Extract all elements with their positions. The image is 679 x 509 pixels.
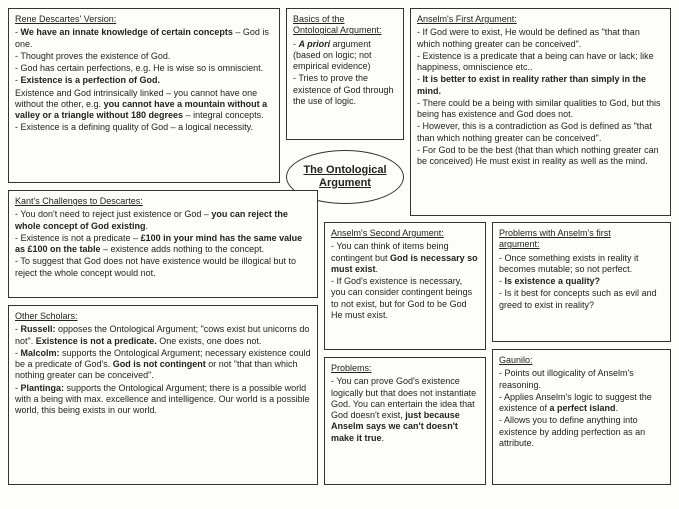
basics-l2: - Tries to prove the existence of God th… (293, 73, 397, 107)
center-title: The OntologicalArgument (303, 164, 386, 190)
anselm1-l3: - It is better to exist in reality rathe… (417, 74, 664, 97)
gaunilo-l2: - Applies Anselm's logic to suggest the … (499, 392, 664, 415)
heading-gaunilo: Gaunilo: (499, 355, 664, 366)
descartes-l3: - God has certain perfections, e.g. He i… (15, 63, 273, 74)
heading-anselm1: Anselm's First Argument: (417, 14, 664, 25)
kant-l1: - You don't need to reject just existenc… (15, 209, 311, 232)
anselm2-l2: - If God's existence is necessary, you c… (331, 276, 479, 321)
heading-anselm2: Anselm's Second Argument: (331, 228, 479, 239)
box-scholars: Other Scholars: - Russell: opposes the O… (8, 305, 318, 485)
problems-l1: - You can prove God's existence logicall… (331, 376, 479, 444)
pa-l3: - Is it best for concepts such as evil a… (499, 288, 664, 311)
box-basics: Basics of theOntological Argument: - A p… (286, 8, 404, 140)
anselm1-l1: - If God were to exist, He would be defi… (417, 27, 664, 50)
box-descartes: Rene Descartes' Version: - We have an in… (8, 8, 280, 183)
heading-basics: Basics of theOntological Argument: (293, 14, 397, 37)
descartes-l1: - We have an innate knowledge of certain… (15, 27, 273, 50)
scholars-l3: - Plantinga: supports the Ontological Ar… (15, 383, 311, 417)
anselm1-l6: - For God to be the best (that than whic… (417, 145, 664, 168)
descartes-l2: - Thought proves the existence of God. (15, 51, 273, 62)
heading-kant: Kant's Challenges to Descartes: (15, 196, 311, 207)
kant-l3: - To suggest that God does not have exis… (15, 256, 311, 279)
box-problems: Problems: - You can prove God's existenc… (324, 357, 486, 485)
heading-problems-anselm: Problems with Anselm's firstargument: (499, 228, 664, 251)
basics-l1: - A priori argument (based on logic; not… (293, 39, 397, 73)
box-problems-anselm: Problems with Anselm's firstargument: - … (492, 222, 671, 342)
descartes-l4: - Existence is a perfection of God. (15, 75, 273, 86)
pa-l2: - Is existence a quality? (499, 276, 664, 287)
scholars-l1: - Russell: opposes the Ontological Argum… (15, 324, 311, 347)
descartes-l5: Existence and God intrinsically linked –… (15, 88, 273, 122)
descartes-l6: - Existence is a defining quality of God… (15, 122, 273, 133)
box-anselm1: Anselm's First Argument: - If God were t… (410, 8, 671, 216)
scholars-l2: - Malcolm: supports the Ontological Argu… (15, 348, 311, 382)
box-anselm2: Anselm's Second Argument: - You can thin… (324, 222, 486, 350)
heading-problems: Problems: (331, 363, 479, 374)
anselm1-l4: - There could be a being with similar qu… (417, 98, 664, 121)
pa-l1: - Once something exists in reality it be… (499, 253, 664, 276)
heading-descartes: Rene Descartes' Version: (15, 14, 273, 25)
heading-scholars: Other Scholars: (15, 311, 311, 322)
box-kant: Kant's Challenges to Descartes: - You do… (8, 190, 318, 298)
gaunilo-l3: - Allows you to define anything into exi… (499, 415, 664, 449)
anselm1-l2: - Existence is a predicate that a being … (417, 51, 664, 74)
anselm1-l5: - However, this is a contradiction as Go… (417, 121, 664, 144)
gaunilo-l1: - Points out illogicality of Anselm's re… (499, 368, 664, 391)
kant-l2: - Existence is not a predicate – £100 in… (15, 233, 311, 256)
box-gaunilo: Gaunilo: - Points out illogicality of An… (492, 349, 671, 485)
anselm2-l1: - You can think of items being contingen… (331, 241, 479, 275)
